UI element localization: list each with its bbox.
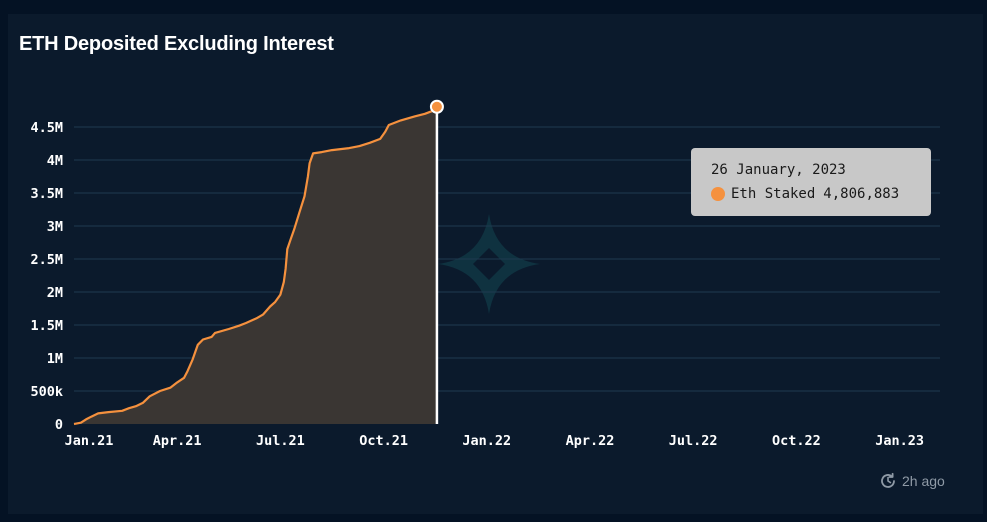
x-tick-label-2: Jul.21 xyxy=(256,433,305,449)
y-tick-label-1: 500k xyxy=(30,384,63,400)
y-tick-label-7: 3.5M xyxy=(30,186,63,202)
x-tick-label-8: Jan.23 xyxy=(875,433,924,449)
tooltip-date: 26 January, 2023 xyxy=(711,162,846,178)
hover-point xyxy=(429,99,444,114)
x-tick-label-7: Oct.22 xyxy=(772,433,821,449)
series-dot-icon xyxy=(711,187,725,201)
tooltip-row: Eth Staked 4,806,883 xyxy=(711,186,899,202)
y-tick-label-8: 4M xyxy=(47,153,63,169)
y-tick-label-3: 1.5M xyxy=(30,318,63,334)
tooltip-value: 4,806,883 xyxy=(823,186,900,202)
y-tick-label-0: 0 xyxy=(55,417,63,433)
y-tick-label-5: 2.5M xyxy=(30,252,63,268)
x-tick-label-1: Apr.21 xyxy=(153,433,202,449)
y-tick-label-4: 2M xyxy=(47,285,63,301)
y-tick-label-6: 3M xyxy=(47,219,63,235)
x-tick-label-4: Jan.22 xyxy=(462,433,511,449)
chart-title: ETH Deposited Excluding Interest xyxy=(19,33,334,55)
area-fill xyxy=(74,106,437,424)
x-tick-label-5: Apr.22 xyxy=(566,433,615,449)
clock-refresh-icon xyxy=(881,472,895,488)
series-line-eth-staked xyxy=(73,105,438,426)
refresh-label: 2h ago xyxy=(902,473,945,489)
tooltip: 26 January, 2023 Eth Staked 4,806,883 xyxy=(691,148,931,216)
x-tick-label-0: Jan.21 xyxy=(65,433,114,449)
y-tick-label-9: 4.5M xyxy=(30,120,63,136)
x-tick-label-6: Jul.22 xyxy=(669,433,718,449)
logo-watermark-icon xyxy=(438,214,540,314)
refresh-indicator[interactable]: 2h ago xyxy=(879,472,945,490)
y-tick-label-2: 1M xyxy=(47,351,63,367)
tooltip-series: Eth Staked xyxy=(731,186,816,202)
x-tick-label-3: Oct.21 xyxy=(359,433,408,449)
watermark-center xyxy=(473,248,505,280)
